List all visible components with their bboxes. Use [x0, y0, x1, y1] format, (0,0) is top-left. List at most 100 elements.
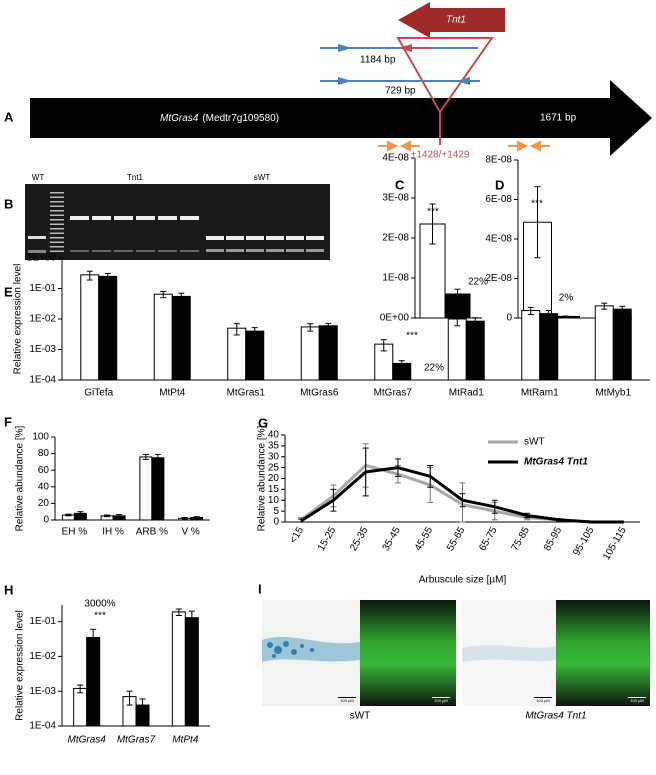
y-tick-label: 8E-08: [485, 155, 512, 166]
gel-lane-label: sWT: [254, 173, 271, 182]
gene-length: 1671 bp: [540, 113, 577, 124]
bar: [153, 293, 173, 381]
error-bar: [562, 315, 569, 318]
gel-band: [114, 216, 133, 220]
y-tick-label: 40: [268, 430, 280, 441]
annotation: 2%: [559, 293, 574, 304]
bar: [465, 320, 485, 381]
y-tick-label: 1E-04: [29, 375, 56, 386]
error-bar: [251, 327, 258, 337]
bar: [300, 326, 320, 381]
gel-band: [92, 216, 111, 220]
error-bar: [77, 511, 84, 516]
error-bar: [325, 322, 332, 330]
error-bar: [619, 305, 626, 314]
ladder-band: [50, 205, 64, 207]
error-bar: [160, 290, 167, 299]
x-tick-label: MtRad1: [449, 388, 484, 399]
x-tick-label: MtGras1: [227, 388, 266, 399]
micrograph-caption: sWT: [350, 711, 371, 722]
error-bar: [427, 464, 434, 488]
y-tick-label: 60: [38, 465, 50, 476]
error-bar: [459, 493, 466, 508]
error-bar: [524, 512, 531, 519]
gel-band: [206, 249, 224, 252]
ladder-band: [50, 250, 64, 252]
gel-band: [266, 236, 284, 240]
ladder-band: [50, 241, 64, 243]
error-bar: [181, 517, 188, 520]
error-bar: [104, 273, 111, 281]
gel-band: [136, 216, 155, 220]
annotation: ***: [531, 199, 543, 210]
x-tick-label: 65-75: [477, 525, 500, 553]
y-tick-label: 0E+00: [380, 313, 410, 324]
stained-cells: [267, 641, 314, 658]
gene-label: MtGras4 (Medtr7g109580): [160, 113, 279, 124]
error-bar: [175, 608, 182, 616]
error-bar: [154, 453, 161, 462]
y-tick-label: 2E-08: [382, 233, 409, 244]
error-bar: [193, 516, 200, 519]
y-tick-label: 2E-08: [485, 273, 512, 284]
panel-label: D: [495, 177, 504, 192]
bar: [594, 305, 614, 381]
y-tick-label: 15: [268, 484, 280, 495]
primer: [398, 44, 412, 52]
bar: [447, 318, 467, 381]
y-tick-label: 1E-03: [29, 686, 56, 697]
scale-label: 100 µM: [340, 698, 353, 703]
x-tick-label: 25-35: [348, 525, 371, 553]
error-bar: [188, 610, 195, 630]
ladder-band: [50, 232, 64, 234]
ladder-band: [50, 219, 64, 221]
x-tick-label: 55-65: [445, 525, 468, 553]
ladder-band: [50, 223, 64, 225]
y-tick-label: 1E-08: [382, 273, 409, 284]
bar: [171, 295, 191, 381]
annotation: ***: [427, 207, 439, 218]
error-bar: [86, 270, 93, 281]
x-tick-label: <15: [288, 525, 306, 546]
y-axis-label: Relative expression level: [13, 264, 24, 375]
y-tick-label: 0: [273, 517, 279, 528]
error-bar: [545, 309, 552, 319]
gel-band: [158, 216, 177, 220]
bar: [171, 611, 186, 727]
tnt1-label: Tnt1: [446, 15, 466, 26]
y-tick-label: 35: [268, 441, 280, 452]
gel-lane-label: Tnt1: [127, 173, 144, 182]
y-tick-label: 80: [38, 448, 50, 459]
annotation: 22%: [468, 277, 488, 288]
error-bar: [394, 458, 401, 477]
gene-id: (Medtr7g109580): [202, 113, 279, 124]
error-bar: [491, 499, 498, 514]
scale-bar: [628, 697, 646, 698]
y-tick-label: 30: [268, 451, 280, 462]
x-tick-label: MtRam1: [521, 388, 559, 399]
ladder-band: [50, 201, 64, 203]
error-bar: [601, 302, 608, 310]
y-tick-label: 40: [38, 481, 50, 492]
bar: [139, 456, 153, 521]
ladder-band: [50, 214, 64, 216]
y-tick-label: 4E-08: [382, 153, 409, 164]
x-axis-label: Arbuscule size [µM]: [419, 575, 507, 586]
insertion-position: +1428/+1429: [411, 150, 470, 161]
tnt1-arrow: [398, 2, 505, 38]
bar: [227, 327, 247, 381]
x-tick-label: 15-25: [316, 525, 339, 553]
error-bar: [116, 514, 123, 518]
gel-band: [158, 250, 177, 252]
orange-primers: [378, 140, 550, 152]
x-tick-label: MtGras7: [117, 735, 156, 746]
y-tick-label: 5: [273, 506, 279, 517]
gel-band: [246, 236, 264, 240]
y-tick-label: 6E-08: [485, 194, 512, 205]
y-tick-label: 1E-01: [29, 616, 56, 627]
y-tick-label: 1E-03: [29, 344, 56, 355]
gel-lane-label: WT: [32, 173, 45, 182]
gel-bands: [28, 192, 324, 253]
gel-band: [266, 249, 284, 252]
